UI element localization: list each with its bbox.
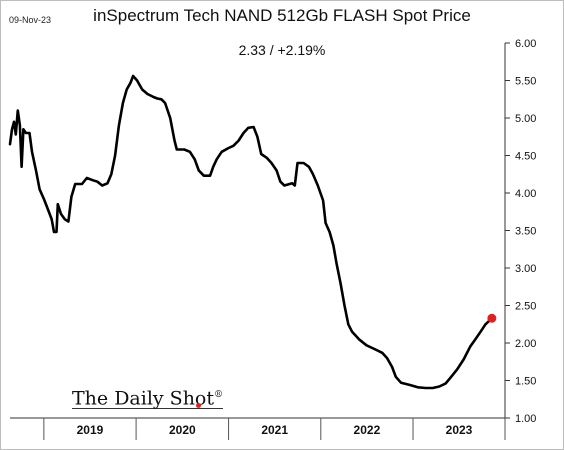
- x-tick-label: 2019: [77, 423, 104, 437]
- chart-subtitle: 2.33 / +2.19%: [238, 42, 326, 58]
- y-tick-label: 3.00: [515, 263, 536, 275]
- logo-text: The Daily Shot: [72, 387, 215, 410]
- y-tick-label: 1.50: [515, 376, 536, 388]
- logo-dot-icon: [196, 403, 201, 408]
- x-tick-label: 2020: [169, 423, 196, 437]
- logo-mark: ®: [214, 390, 224, 400]
- daily-shot-logo: The Daily Shot®: [72, 385, 224, 410]
- y-tick-label: 1.00: [515, 413, 536, 425]
- y-tick-label: 5.50: [515, 76, 536, 88]
- x-tick-label: 2022: [354, 423, 381, 437]
- y-tick-label: 4.00: [515, 188, 536, 200]
- chart-date: 09-Nov-23: [9, 15, 52, 25]
- series-line: [8, 74, 494, 390]
- y-tick-label: 2.00: [515, 338, 536, 350]
- y-tick-label: 3.50: [515, 226, 536, 238]
- chart-title: inSpectrum Tech NAND 512Gb FLASH Spot Pr…: [93, 6, 471, 25]
- last-point-marker: [487, 313, 497, 323]
- y-tick-label: 4.50: [515, 151, 536, 163]
- y-tick-label: 6.00: [515, 38, 536, 50]
- x-tick-label: 2021: [261, 423, 288, 437]
- y-tick-label: 2.50: [515, 301, 536, 313]
- y-tick-label: 5.00: [515, 113, 536, 125]
- x-tick-label: 2023: [446, 423, 473, 437]
